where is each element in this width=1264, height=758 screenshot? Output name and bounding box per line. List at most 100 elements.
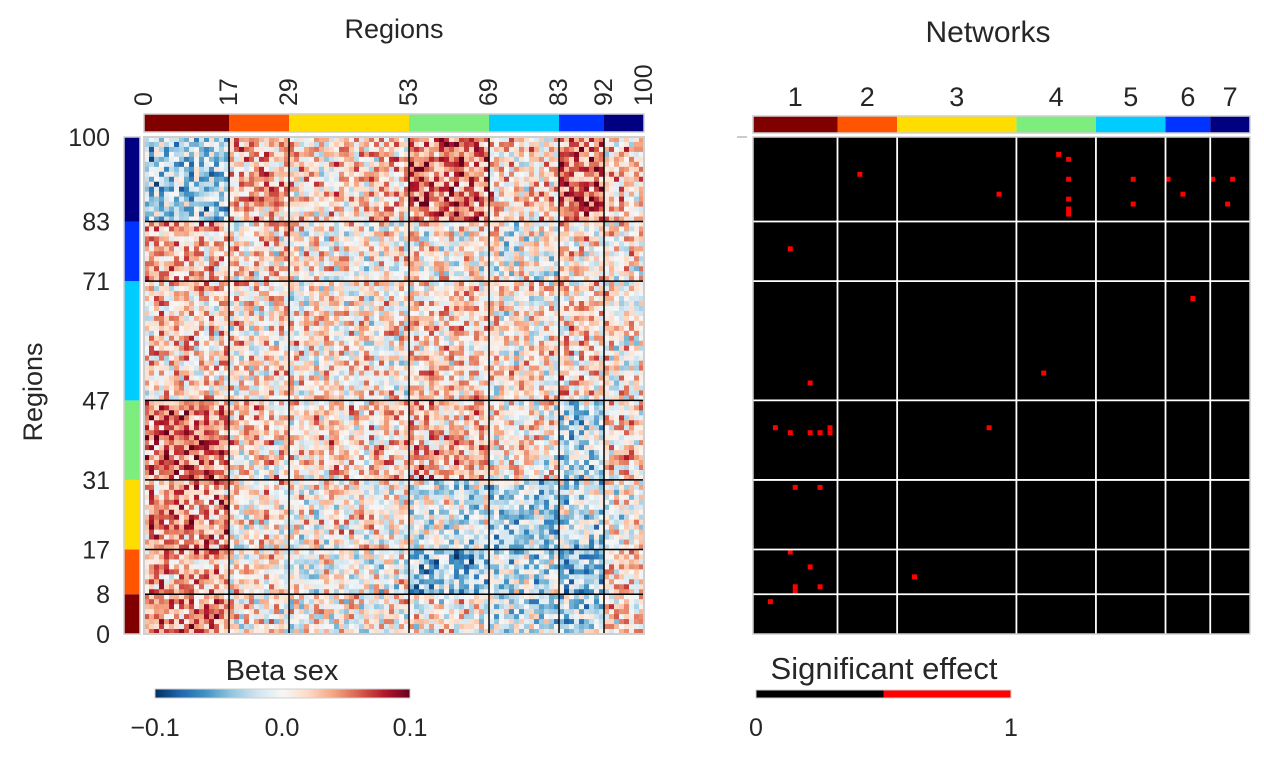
beta-cell xyxy=(494,355,500,361)
beta-cell xyxy=(629,251,635,257)
beta-cell xyxy=(539,271,545,277)
beta-cell xyxy=(614,271,620,277)
beta-cell xyxy=(214,256,220,262)
beta-cell xyxy=(359,246,365,252)
beta-cell xyxy=(614,191,620,197)
beta-cell xyxy=(579,286,585,292)
beta-cell xyxy=(564,156,570,163)
beta-cell xyxy=(209,345,215,352)
beta-cell xyxy=(354,330,360,337)
beta-cell xyxy=(144,375,150,381)
beta-cell xyxy=(339,206,345,212)
beta-cell xyxy=(344,201,350,207)
beta-cell xyxy=(639,365,645,371)
beta-cell xyxy=(424,206,430,212)
beta-cell xyxy=(439,340,445,347)
beta-cell xyxy=(389,206,395,212)
beta-cell xyxy=(369,241,375,247)
beta-cell xyxy=(359,355,365,361)
beta-cell xyxy=(319,151,325,158)
beta-cell xyxy=(569,271,575,277)
beta-cell xyxy=(409,251,415,257)
beta-cell xyxy=(144,251,150,257)
beta-cell xyxy=(424,156,430,163)
beta-cell xyxy=(544,171,550,178)
beta-cell xyxy=(224,345,230,352)
beta-cell xyxy=(324,141,330,148)
beta-cell xyxy=(259,251,265,257)
beta-cell xyxy=(569,176,575,183)
beta-cell xyxy=(359,211,365,217)
beta-cell xyxy=(209,296,215,302)
beta-cell xyxy=(579,251,585,257)
beta-cell xyxy=(279,221,285,227)
beta-cell xyxy=(469,226,475,232)
beta-cell xyxy=(399,221,405,227)
beta-cell xyxy=(379,370,385,376)
beta-cell xyxy=(329,276,335,282)
beta-cell xyxy=(204,355,210,361)
beta-cell xyxy=(389,151,395,158)
beta-cell xyxy=(254,137,260,143)
beta-cell xyxy=(244,256,250,262)
beta-cell xyxy=(609,320,615,327)
beta-cell xyxy=(574,196,580,202)
beta-cell xyxy=(484,216,490,222)
beta-cell xyxy=(504,375,510,381)
beta-cell xyxy=(584,256,590,262)
beta-cell xyxy=(584,276,590,282)
beta-cell xyxy=(509,281,515,287)
beta-cell xyxy=(194,226,200,232)
beta-cell xyxy=(499,166,505,173)
beta-cell xyxy=(169,345,175,352)
beta-cell xyxy=(479,171,485,178)
beta-cell xyxy=(599,310,605,317)
beta-cell xyxy=(269,151,275,158)
beta-cell xyxy=(364,271,370,277)
beta-cell xyxy=(239,301,245,307)
beta-cell xyxy=(369,350,375,357)
beta-cell xyxy=(324,231,330,237)
beta-cell xyxy=(239,201,245,207)
beta-cell xyxy=(294,241,300,247)
beta-cell xyxy=(534,360,540,366)
beta-cell xyxy=(394,191,400,197)
beta-cell xyxy=(204,206,210,212)
beta-cell xyxy=(534,325,540,332)
beta-cell xyxy=(159,196,165,202)
beta-cell xyxy=(474,350,480,357)
beta-cell xyxy=(249,365,255,371)
beta-cell xyxy=(469,281,475,287)
beta-cell xyxy=(484,340,490,347)
beta-cell xyxy=(294,360,300,366)
beta-cell xyxy=(549,256,555,262)
beta-cell xyxy=(464,206,470,212)
beta-cell xyxy=(284,315,290,322)
beta-cell xyxy=(419,350,425,357)
beta-cell xyxy=(174,241,180,247)
beta-cell xyxy=(474,171,480,178)
beta-cell xyxy=(234,141,240,148)
beta-cell xyxy=(639,330,645,337)
beta-cell xyxy=(509,370,515,376)
beta-cell xyxy=(279,340,285,347)
beta-cell xyxy=(529,350,535,357)
beta-cell xyxy=(239,196,245,202)
beta-cell xyxy=(309,370,315,376)
beta-cell xyxy=(569,330,575,337)
beta-cell xyxy=(359,171,365,178)
beta-cell xyxy=(449,246,455,252)
beta-cell xyxy=(264,365,270,371)
beta-cell xyxy=(404,221,410,227)
beta-cell xyxy=(244,375,250,381)
beta-cell xyxy=(514,221,520,227)
beta-cell xyxy=(249,271,255,277)
beta-cell xyxy=(634,375,640,381)
beta-cell xyxy=(604,330,610,337)
beta-cell xyxy=(279,345,285,352)
beta-cell xyxy=(619,161,625,168)
beta-cell xyxy=(394,241,400,247)
beta-cell xyxy=(384,161,390,168)
beta-cell xyxy=(624,146,630,153)
beta-cell xyxy=(179,166,185,173)
